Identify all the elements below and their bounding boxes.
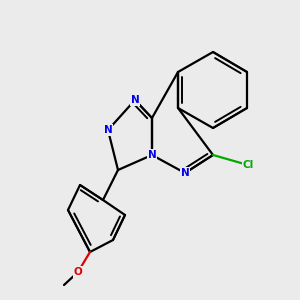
Text: N: N (148, 150, 156, 160)
Text: N: N (130, 95, 140, 105)
Text: N: N (103, 125, 112, 135)
Text: O: O (74, 267, 82, 277)
Text: Cl: Cl (242, 160, 253, 170)
Text: N: N (181, 168, 189, 178)
